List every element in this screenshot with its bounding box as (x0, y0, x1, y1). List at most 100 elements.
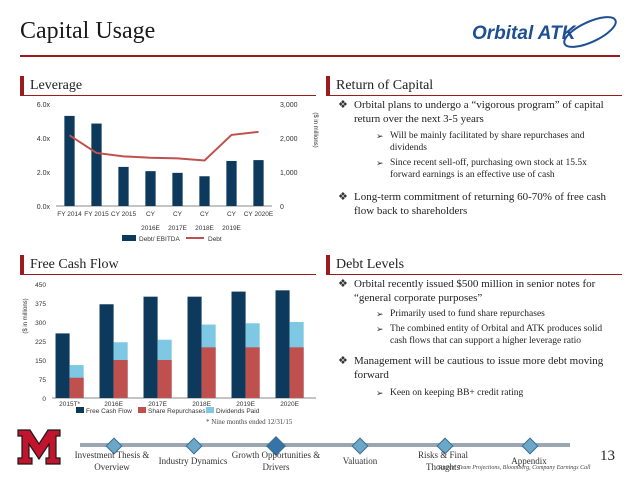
share-repurchase-bar (113, 360, 128, 398)
debt-ebitda-bar (199, 176, 210, 206)
legend-label-fcf-bar: Free Cash Flow (86, 408, 132, 415)
share-repurchase-bar (69, 377, 84, 398)
legend-label-debt: Debt (208, 236, 222, 243)
debt-ebitda-bar (253, 160, 264, 206)
legend-label-share-repurchase-bar: Share Repurchases (148, 408, 206, 415)
page-number: 13 (600, 448, 615, 464)
y-tick-label: 375 (35, 301, 46, 308)
nav-node-4[interactable] (351, 437, 369, 455)
page-title: Capital Usage (20, 18, 156, 44)
fcf-bar (143, 296, 158, 398)
legend-label-dividends-bar: Dividends Paid (216, 408, 260, 415)
x-tick-label: 2017E (168, 225, 187, 232)
arrow-bullet-icon: ➢ (376, 131, 384, 141)
x-tick-label: FY 2015 (84, 211, 109, 218)
y-right-tick-label: 2,000 (280, 136, 298, 143)
x-tick-label: 2017E (148, 401, 167, 408)
roc-sub-bullet-2: ➢ Since recent sell-off, purchasing own … (376, 158, 587, 180)
section-rule (326, 95, 622, 96)
diamond-bullet-icon: ❖ (338, 99, 348, 111)
diamond-bullet-icon: ❖ (338, 191, 348, 203)
debt-ebitda-bar (118, 166, 129, 206)
debt-bullet-2: ❖ Management will be cautious to issue m… (338, 355, 604, 381)
y-left-tick-label: 0.0x (37, 204, 51, 211)
roc-bullet-2: ❖ Long-term commitment of returning 60-7… (338, 191, 607, 217)
debt-sub-bullet-3: ➢ Keen on keeping BB+ credit rating (376, 388, 524, 398)
y-tick-label: 225 (35, 339, 46, 346)
debt-ebitda-bar (91, 123, 102, 206)
y-left-tick-label: 4.0x (37, 136, 51, 143)
fcf-bar (231, 291, 246, 398)
section-rule (20, 95, 316, 96)
x-tick-label: 2020E (280, 401, 299, 408)
nav-item-investment-thesis[interactable]: Investment Thesis & Overview (74, 450, 150, 472)
x-tick-label: CY (227, 211, 237, 218)
nav-item-valuation[interactable]: Valuation (342, 456, 378, 466)
x-tick-label: 2019E (222, 225, 241, 232)
fcf-bar (187, 296, 202, 398)
x-tick-label: 2018E (195, 225, 214, 232)
section-leverage: Leverage (20, 76, 322, 95)
arrow-bullet-icon: ➢ (376, 324, 384, 334)
fcf-bar (55, 333, 70, 398)
debt-sub-bullet-2: ➢ The combined entity of Orbital and ATK… (376, 324, 603, 346)
section-free-cash-flow: Free Cash Flow (20, 255, 322, 274)
debt-ebitda-bar (226, 160, 237, 206)
nav-item-risks[interactable]: Risks & Final Thoughts (417, 450, 468, 472)
y-left-tick-label: 2.0x (37, 170, 51, 177)
y-right-tick-label: 3,000 (280, 102, 298, 109)
arrow-bullet-icon: ➢ (376, 309, 384, 319)
section-rule (20, 274, 316, 275)
y-tick-label: 450 (35, 282, 46, 289)
fcf-bar (99, 304, 114, 398)
debt-bullet-1: ❖ Orbital recently issued $500 million i… (338, 278, 596, 304)
x-tick-label: CY 2020E (244, 211, 274, 218)
x-tick-label: CY (146, 211, 156, 218)
roc-bullet-1: ❖ Orbital plans to undergo a “vigorous p… (338, 99, 604, 125)
y-tick-label: 0 (42, 396, 46, 403)
y-tick-label: 300 (35, 320, 46, 327)
diamond-bullet-icon: ❖ (338, 355, 348, 367)
debt-sub-bullet-1: ➢ Primarily used to fund share repurchas… (376, 309, 545, 319)
legend-swatch-share-repurchase-bar (138, 407, 146, 413)
fcf-bar (275, 290, 290, 398)
x-tick-label: 2016E (104, 401, 123, 408)
section-return-of-capital: Return of Capital (326, 76, 628, 95)
nav-item-appendix[interactable]: Appendix (511, 456, 547, 466)
x-tick-label: 2015T* (59, 401, 80, 408)
orbital-atk-logo: Orbital ATK (472, 16, 617, 48)
nav-progress-line (80, 443, 570, 447)
leverage-chart: 0.0x 2.0x 4.0x 6.0x 0 1,000 2,000 3,000 ($ in mi… (37, 102, 318, 243)
legend-swatch-dividends-bar (206, 407, 214, 413)
debt-line (68, 130, 259, 162)
title-rule (20, 55, 620, 57)
y-right-tick-label: 1,000 (280, 170, 298, 177)
y-tick-label: 75 (39, 377, 47, 384)
roc-sub-bullet-1: ➢ Will be mainly facilitated by share re… (376, 131, 585, 153)
x-tick-label: FY 2014 (57, 211, 82, 218)
nav-item-growth-opportunities[interactable]: Growth Opportunities & Drivers (231, 450, 321, 472)
section-debt-levels: Debt Levels (326, 255, 628, 274)
nav-node-2[interactable] (185, 437, 203, 455)
share-repurchase-bar (201, 347, 216, 398)
y-tick-label: 150 (35, 358, 46, 365)
nav-node-6[interactable] (521, 437, 539, 455)
x-tick-label: CY (200, 211, 210, 218)
y-right-axis-label: ($ in millions) (312, 112, 318, 147)
university-logo (17, 429, 61, 465)
x-tick-label: 2016E (141, 225, 160, 232)
diamond-bullet-icon: ❖ (338, 278, 348, 290)
x-tick-label: CY (173, 211, 183, 218)
free-cash-flow-chart: 0 75 150 225 300 375 450 ($ in millions) 2015T* 2… (23, 282, 316, 415)
arrow-bullet-icon: ➢ (376, 388, 384, 398)
share-repurchase-bar (245, 347, 260, 398)
y-right-tick-label: 0 (280, 204, 284, 211)
legend-swatch-fcf-bar (76, 407, 84, 413)
debt-ebitda-bar (145, 171, 156, 206)
share-repurchase-bar (289, 347, 304, 398)
nav-item-industry-dynamics[interactable]: Industry Dynamics (158, 456, 228, 466)
legend-label-debt-ebitda: Debt/ EBITDA (139, 236, 180, 243)
y-axis-label: ($ in millions) (23, 298, 29, 333)
debt-ebitda-bar (172, 172, 183, 206)
source-note: Source: Team Projections, Bloomberg, Com… (438, 465, 591, 471)
